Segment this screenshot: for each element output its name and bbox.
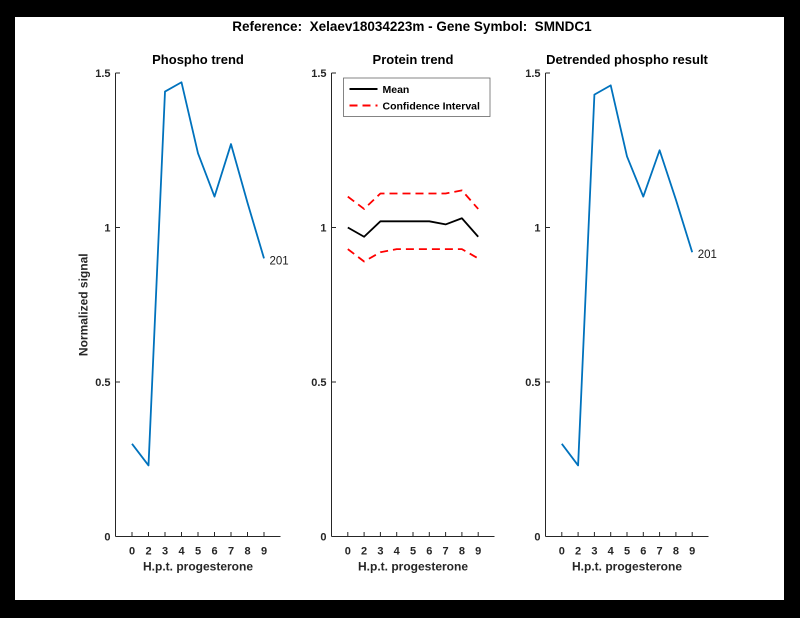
x-tick-label: 5 [624,546,630,558]
point-label: 201 [698,249,717,261]
series-line-mean [347,217,479,238]
y-tick-label: 0.5 [95,377,110,389]
x-tick-label: 6 [211,546,217,558]
x-tick-label: 8 [459,546,465,558]
y-tick-label: 1.5 [311,68,326,80]
subplot-title: Protein trend [373,52,454,67]
x-tick-label: 7 [228,546,234,558]
legend-entry-label: Mean [383,84,410,96]
x-tick-label: 8 [673,546,679,558]
x-tick-label: 8 [244,546,250,558]
y-tick-label: 0 [534,532,540,544]
subplot-title: Detrended phospho result [546,52,708,67]
x-axis-title: H.p.t. progesterone [143,560,253,574]
x-tick-label: 3 [591,546,597,558]
y-tick-label: 1 [104,223,110,235]
x-tick-label: 5 [195,546,201,558]
x-tick-label: 0 [345,546,351,558]
x-tick-label: 6 [640,546,646,558]
y-tick-label: 0 [320,532,326,544]
x-tick-label: 3 [377,546,383,558]
x-tick-label: 2 [361,546,367,558]
x-tick-label: 3 [162,546,168,558]
y-tick-label: 1.5 [525,68,540,80]
y-tick-label: 1 [534,223,540,235]
x-tick-label: 0 [559,546,565,558]
x-tick-label: 2 [145,546,151,558]
x-tick-label: 5 [410,546,416,558]
x-tick-label: 9 [261,546,267,558]
figure-title: Reference: Xelaev18034223m - Gene Symbol… [232,19,592,34]
point-label: 201 [270,255,289,267]
legend: Mean Confidence Interval [343,77,491,117]
x-tick-label: 7 [443,546,449,558]
series-line-ci-upper [347,189,479,210]
y-tick-label: 1.5 [95,68,110,80]
legend-entry-label: Confidence Interval [383,100,481,112]
y-axis-title: Normalized signal [77,253,91,356]
subplot-title: Phospho trend [152,52,244,67]
x-tick-label: 4 [608,546,615,558]
x-tick-label: 7 [657,546,663,558]
x-tick-label: 9 [689,546,695,558]
legend-box [343,77,491,117]
x-tick-label: 6 [426,546,432,558]
y-tick-label: 0.5 [311,377,326,389]
x-tick-label: 0 [129,546,135,558]
x-tick-label: 4 [178,546,185,558]
y-tick-label: 0.5 [525,377,540,389]
x-tick-label: 4 [394,546,401,558]
y-tick-label: 1 [320,223,326,235]
series-line-phospho-signal [131,81,265,467]
x-axis-title: H.p.t. progesterone [358,560,468,574]
x-axis-title: H.p.t. progesterone [572,560,682,574]
y-tick-label: 0 [104,532,110,544]
x-tick-label: 2 [575,546,581,558]
series-line-ci-lower [347,248,479,263]
series-line-detrended-phospho [561,84,694,467]
x-tick-label: 9 [475,546,481,558]
